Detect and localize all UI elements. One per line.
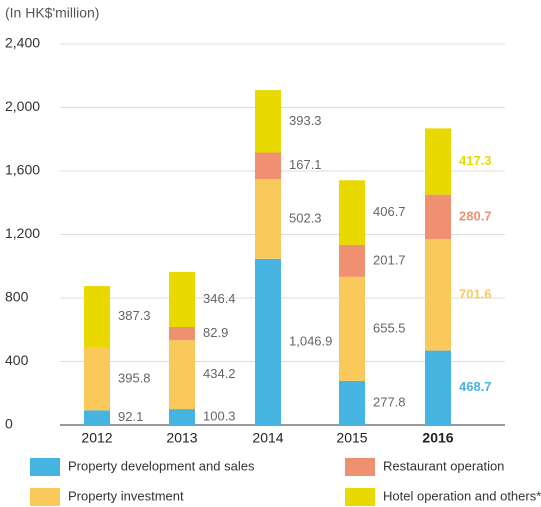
- bar-segment: [169, 340, 195, 410]
- bar-segment: [425, 128, 451, 195]
- bar-segment: [339, 180, 365, 245]
- y-tick-label: 800: [5, 289, 29, 305]
- x-tick-label: 2015: [336, 430, 367, 446]
- bar-segment: [255, 258, 281, 425]
- value-label: 655.5: [373, 320, 406, 335]
- y-tick-label: 0: [5, 416, 13, 432]
- bar-segment: [255, 152, 281, 180]
- y-tick-label: 1,600: [5, 162, 40, 178]
- value-label: 406.7: [373, 204, 406, 219]
- bar-segment: [169, 409, 195, 425]
- legend-swatch: [30, 488, 60, 506]
- bar-segment: [425, 350, 451, 425]
- value-label: 502.3: [289, 210, 322, 225]
- value-label: 277.8: [373, 394, 406, 409]
- value-label: 393.3: [289, 113, 322, 128]
- value-label: 82.9: [203, 325, 228, 340]
- bar-segment: [255, 90, 281, 153]
- bar-segment: [425, 194, 451, 240]
- bar-segment: [339, 276, 365, 381]
- value-label: 346.4: [203, 291, 236, 306]
- bar-segment: [255, 179, 281, 259]
- y-tick-label: 1,200: [5, 225, 40, 241]
- legend-label: Restaurant operation: [383, 458, 504, 473]
- legend-label: Hotel operation and others*: [383, 488, 541, 503]
- value-label: 92.1: [118, 409, 143, 424]
- bar-segment: [169, 326, 195, 341]
- value-label: 167.1: [289, 157, 322, 172]
- value-label: 280.7: [459, 208, 492, 223]
- value-label: 417.3: [459, 153, 492, 168]
- bar-segment: [425, 239, 451, 351]
- value-label: 701.6: [459, 286, 492, 301]
- y-axis-label: (In HK$'million): [5, 5, 99, 21]
- y-tick-label: 2,400: [5, 35, 40, 51]
- bar-segment: [84, 410, 110, 425]
- y-tick-label: 2,000: [5, 98, 40, 114]
- y-tick-label: 400: [5, 352, 29, 368]
- value-label: 434.2: [203, 366, 236, 381]
- legend-label: Property development and sales: [68, 458, 255, 473]
- x-tick-label: 2012: [81, 430, 112, 446]
- x-tick-label: 2016: [422, 430, 453, 446]
- legend-swatch: [345, 458, 375, 476]
- x-tick-label: 2014: [252, 430, 283, 446]
- x-tick-label: 2013: [166, 430, 197, 446]
- legend-swatch: [345, 488, 375, 506]
- value-label: 468.7: [459, 379, 492, 394]
- bar-segment: [339, 244, 365, 277]
- value-label: 100.3: [203, 408, 236, 423]
- bar-segment: [339, 380, 365, 425]
- value-label: 387.3: [118, 308, 151, 323]
- bar-segment: [84, 286, 110, 348]
- value-label: 395.8: [118, 370, 151, 385]
- legend-swatch: [30, 458, 60, 476]
- value-label: 1,046.9: [289, 333, 332, 348]
- value-label: 201.7: [373, 252, 406, 267]
- legend-label: Property investment: [68, 488, 184, 503]
- bar-segment: [169, 271, 195, 327]
- bar-segment: [84, 347, 110, 411]
